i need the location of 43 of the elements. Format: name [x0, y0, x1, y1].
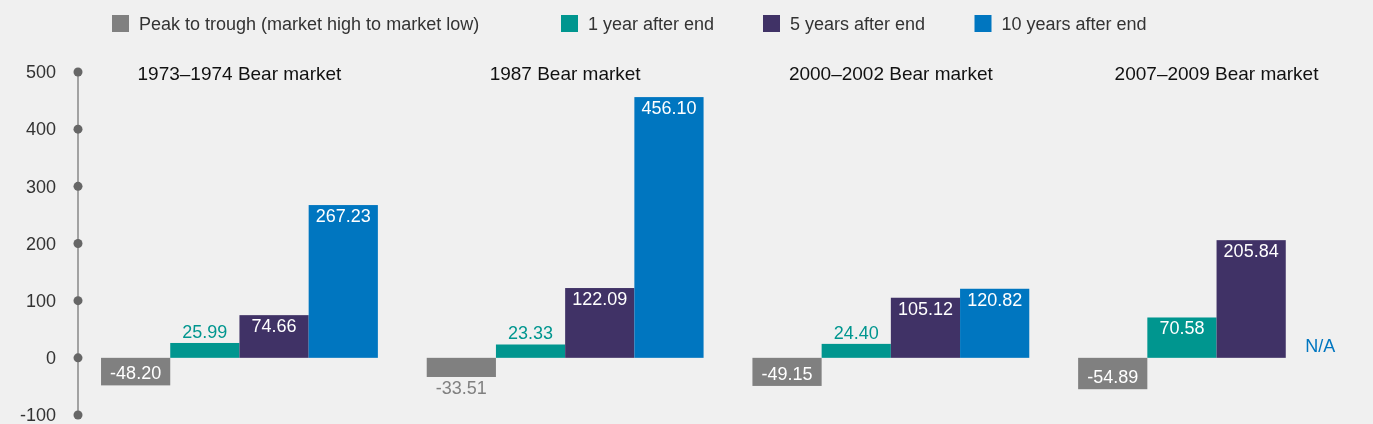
data-label: 105.12 — [897, 298, 953, 319]
x-tick-label: 2007–2009 Bear market — [1114, 63, 1320, 84]
bar — [170, 342, 240, 358]
bar — [821, 343, 891, 358]
data-label: 267.23 — [315, 206, 371, 227]
y-tick-label: 500 — [25, 62, 56, 83]
bar — [1147, 317, 1217, 358]
bar — [308, 205, 378, 358]
data-label: 74.66 — [251, 316, 297, 337]
y-tick-label: 0 — [45, 348, 56, 369]
bar — [1216, 240, 1286, 358]
y-tick-label: 300 — [25, 176, 56, 197]
bar — [565, 288, 635, 358]
legend-label: Peak to trough (market high to market low) — [139, 14, 480, 34]
data-label: -33.51 — [435, 377, 487, 398]
text: N/A — [1305, 335, 1336, 356]
data-label: -54.89 — [1087, 367, 1139, 388]
x-tick-label: 1987 Bear market — [489, 63, 642, 84]
data-label: 23.33 — [508, 323, 554, 344]
y-tick-label: 400 — [25, 119, 56, 140]
data-label: -48.20 — [110, 363, 162, 384]
x-tick-label: 2000–2002 Bear market — [788, 63, 994, 84]
y-tick-label: 200 — [25, 233, 56, 254]
legend-label: 5 years after end — [790, 14, 926, 34]
data-label: 120.82 — [967, 289, 1023, 310]
bar — [495, 344, 566, 358]
data-label: 25.99 — [182, 321, 228, 342]
bar — [890, 297, 961, 358]
y-tick-label: -100 — [19, 405, 56, 424]
bar — [960, 288, 1030, 358]
data-label: 70.58 — [1159, 318, 1205, 339]
bar — [634, 97, 704, 358]
legend-label: 1 year after end — [588, 14, 715, 34]
x-tick-label: 1973–1974 Bear market — [137, 63, 343, 84]
data-label: 122.09 — [572, 289, 628, 310]
bar — [426, 357, 496, 377]
bar — [239, 315, 309, 358]
data-label: 24.40 — [833, 322, 879, 343]
y-tick-label: 100 — [25, 290, 56, 311]
data-label: 205.84 — [1223, 241, 1279, 262]
data-label: 456.10 — [641, 98, 697, 119]
legend-label: 10 years after end — [1001, 14, 1147, 34]
data-label: -49.15 — [761, 363, 813, 384]
